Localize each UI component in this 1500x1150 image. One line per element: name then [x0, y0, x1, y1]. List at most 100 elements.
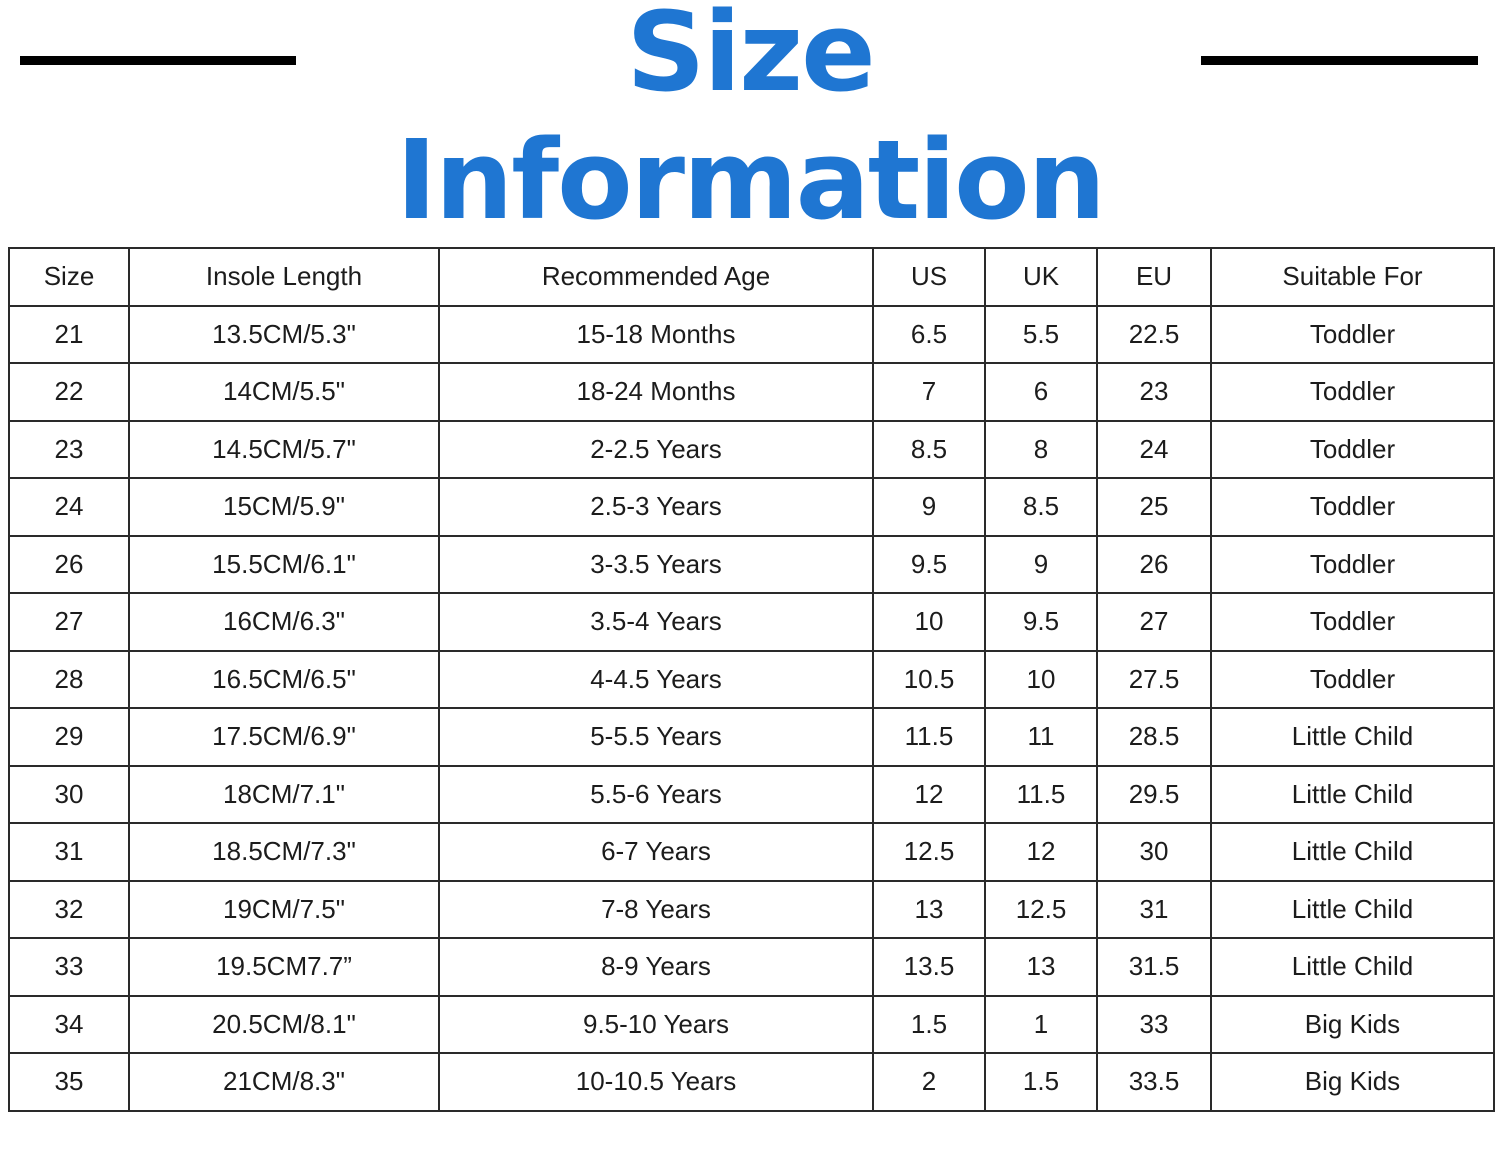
- cell-us: 12: [872, 764, 986, 824]
- cell-size: 24: [8, 477, 130, 537]
- cell-size: 28: [8, 649, 130, 709]
- cell-eu: 26: [1096, 534, 1212, 594]
- cell-us: 2: [872, 1052, 986, 1112]
- table-row: 31 18.5CM/7.3" 6-7 Years 12.5 12 30 Little Chi…: [8, 822, 1495, 882]
- cell-suitable-for: Little Child: [1210, 879, 1495, 939]
- cell-us: 7: [872, 362, 986, 422]
- cell-size: 29: [8, 707, 130, 767]
- cell-insole-length: 21CM/8.3": [128, 1052, 440, 1112]
- table-row: 34 20.5CM/8.1" 9.5-10 Years 1.5 1 33 Big Kids: [8, 994, 1495, 1054]
- cell-us: 8.5: [872, 419, 986, 479]
- cell-size: 35: [8, 1052, 130, 1112]
- table-row: 35 21CM/8.3" 10-10.5 Years 2 1.5 33.5 Big Kids: [8, 1052, 1495, 1112]
- cell-suitable-for: Little Child: [1210, 822, 1495, 882]
- cell-suitable-for: Big Kids: [1210, 994, 1495, 1054]
- cell-insole-length: 19CM/7.5": [128, 879, 440, 939]
- cell-eu: 28.5: [1096, 707, 1212, 767]
- cell-insole-length: 14CM/5.5": [128, 362, 440, 422]
- cell-uk: 11.5: [984, 764, 1098, 824]
- cell-recommended-age: 3.5-4 Years: [438, 592, 874, 652]
- column-header-eu: EU: [1096, 247, 1212, 307]
- cell-eu: 33: [1096, 994, 1212, 1054]
- table-row: 33 19.5CM7.7” 8-9 Years 13.5 13 31.5 Little Ch…: [8, 937, 1495, 997]
- table-row: 30 18CM/7.1" 5.5-6 Years 12 11.5 29.5 Little C…: [8, 764, 1495, 824]
- cell-suitable-for: Toddler: [1210, 477, 1495, 537]
- cell-us: 10: [872, 592, 986, 652]
- title-rule-right: [1201, 56, 1478, 65]
- cell-eu: 23: [1096, 362, 1212, 422]
- cell-eu: 27.5: [1096, 649, 1212, 709]
- cell-recommended-age: 15-18 Months: [438, 304, 874, 364]
- cell-recommended-age: 4-4.5 Years: [438, 649, 874, 709]
- cell-size: 21: [8, 304, 130, 364]
- cell-size: 23: [8, 419, 130, 479]
- cell-uk: 1.5: [984, 1052, 1098, 1112]
- cell-size: 27: [8, 592, 130, 652]
- cell-eu: 30: [1096, 822, 1212, 882]
- cell-us: 11.5: [872, 707, 986, 767]
- cell-uk: 8: [984, 419, 1098, 479]
- cell-uk: 9.5: [984, 592, 1098, 652]
- table-row: 27 16CM/6.3" 3.5-4 Years 10 9.5 27 Toddler: [8, 592, 1495, 652]
- cell-recommended-age: 5-5.5 Years: [438, 707, 874, 767]
- cell-us: 6.5: [872, 304, 986, 364]
- cell-size: 22: [8, 362, 130, 422]
- cell-suitable-for: Little Child: [1210, 937, 1495, 997]
- cell-us: 12.5: [872, 822, 986, 882]
- cell-size: 31: [8, 822, 130, 882]
- cell-suitable-for: Toddler: [1210, 362, 1495, 422]
- table-row: 23 14.5CM/5.7" 2-2.5 Years 8.5 8 24 Toddler: [8, 419, 1495, 479]
- cell-insole-length: 15CM/5.9": [128, 477, 440, 537]
- cell-suitable-for: Toddler: [1210, 304, 1495, 364]
- cell-recommended-age: 8-9 Years: [438, 937, 874, 997]
- cell-insole-length: 13.5CM/5.3": [128, 304, 440, 364]
- column-header-insole-length: Insole Length: [128, 247, 440, 307]
- cell-us: 9: [872, 477, 986, 537]
- table-row: 29 17.5CM/6.9" 5-5.5 Years 11.5 11 28.5 Little…: [8, 707, 1495, 767]
- column-header-recommended-age: Recommended Age: [438, 247, 874, 307]
- table-row: 26 15.5CM/6.1" 3-3.5 Years 9.5 9 26 Toddler: [8, 534, 1495, 594]
- cell-uk: 13: [984, 937, 1098, 997]
- cell-eu: 29.5: [1096, 764, 1212, 824]
- table-row: 32 19CM/7.5" 7-8 Years 13 12.5 31 Little Child: [8, 879, 1495, 939]
- cell-size: 34: [8, 994, 130, 1054]
- column-header-uk: UK: [984, 247, 1098, 307]
- size-chart-table: Size Insole Length Recommended Age US UK EU Su…: [8, 247, 1495, 1112]
- cell-suitable-for: Little Child: [1210, 707, 1495, 767]
- cell-suitable-for: Big Kids: [1210, 1052, 1495, 1112]
- cell-recommended-age: 6-7 Years: [438, 822, 874, 882]
- cell-us: 10.5: [872, 649, 986, 709]
- column-header-suitable-for: Suitable For: [1210, 247, 1495, 307]
- cell-insole-length: 15.5CM/6.1": [128, 534, 440, 594]
- cell-size: 32: [8, 879, 130, 939]
- cell-suitable-for: Toddler: [1210, 649, 1495, 709]
- cell-insole-length: 18CM/7.1": [128, 764, 440, 824]
- cell-us: 13.5: [872, 937, 986, 997]
- cell-uk: 8.5: [984, 477, 1098, 537]
- cell-uk: 11: [984, 707, 1098, 767]
- cell-insole-length: 14.5CM/5.7": [128, 419, 440, 479]
- table-row: 24 15CM/5.9" 2.5-3 Years 9 8.5 25 Toddler: [8, 477, 1495, 537]
- cell-eu: 22.5: [1096, 304, 1212, 364]
- cell-size: 33: [8, 937, 130, 997]
- cell-recommended-age: 9.5-10 Years: [438, 994, 874, 1054]
- cell-insole-length: 20.5CM/8.1": [128, 994, 440, 1054]
- cell-eu: 25: [1096, 477, 1212, 537]
- cell-recommended-age: 2.5-3 Years: [438, 477, 874, 537]
- cell-eu: 24: [1096, 419, 1212, 479]
- cell-eu: 27: [1096, 592, 1212, 652]
- cell-suitable-for: Little Child: [1210, 764, 1495, 824]
- cell-uk: 5.5: [984, 304, 1098, 364]
- cell-insole-length: 16CM/6.3": [128, 592, 440, 652]
- cell-size: 30: [8, 764, 130, 824]
- cell-recommended-age: 7-8 Years: [438, 879, 874, 939]
- cell-uk: 10: [984, 649, 1098, 709]
- cell-recommended-age: 10-10.5 Years: [438, 1052, 874, 1112]
- cell-insole-length: 16.5CM/6.5": [128, 649, 440, 709]
- table-row: 28 16.5CM/6.5" 4-4.5 Years 10.5 10 27.5 Toddle…: [8, 649, 1495, 709]
- cell-us: 1.5: [872, 994, 986, 1054]
- cell-insole-length: 19.5CM7.7”: [128, 937, 440, 997]
- cell-uk: 6: [984, 362, 1098, 422]
- cell-size: 26: [8, 534, 130, 594]
- cell-uk: 12: [984, 822, 1098, 882]
